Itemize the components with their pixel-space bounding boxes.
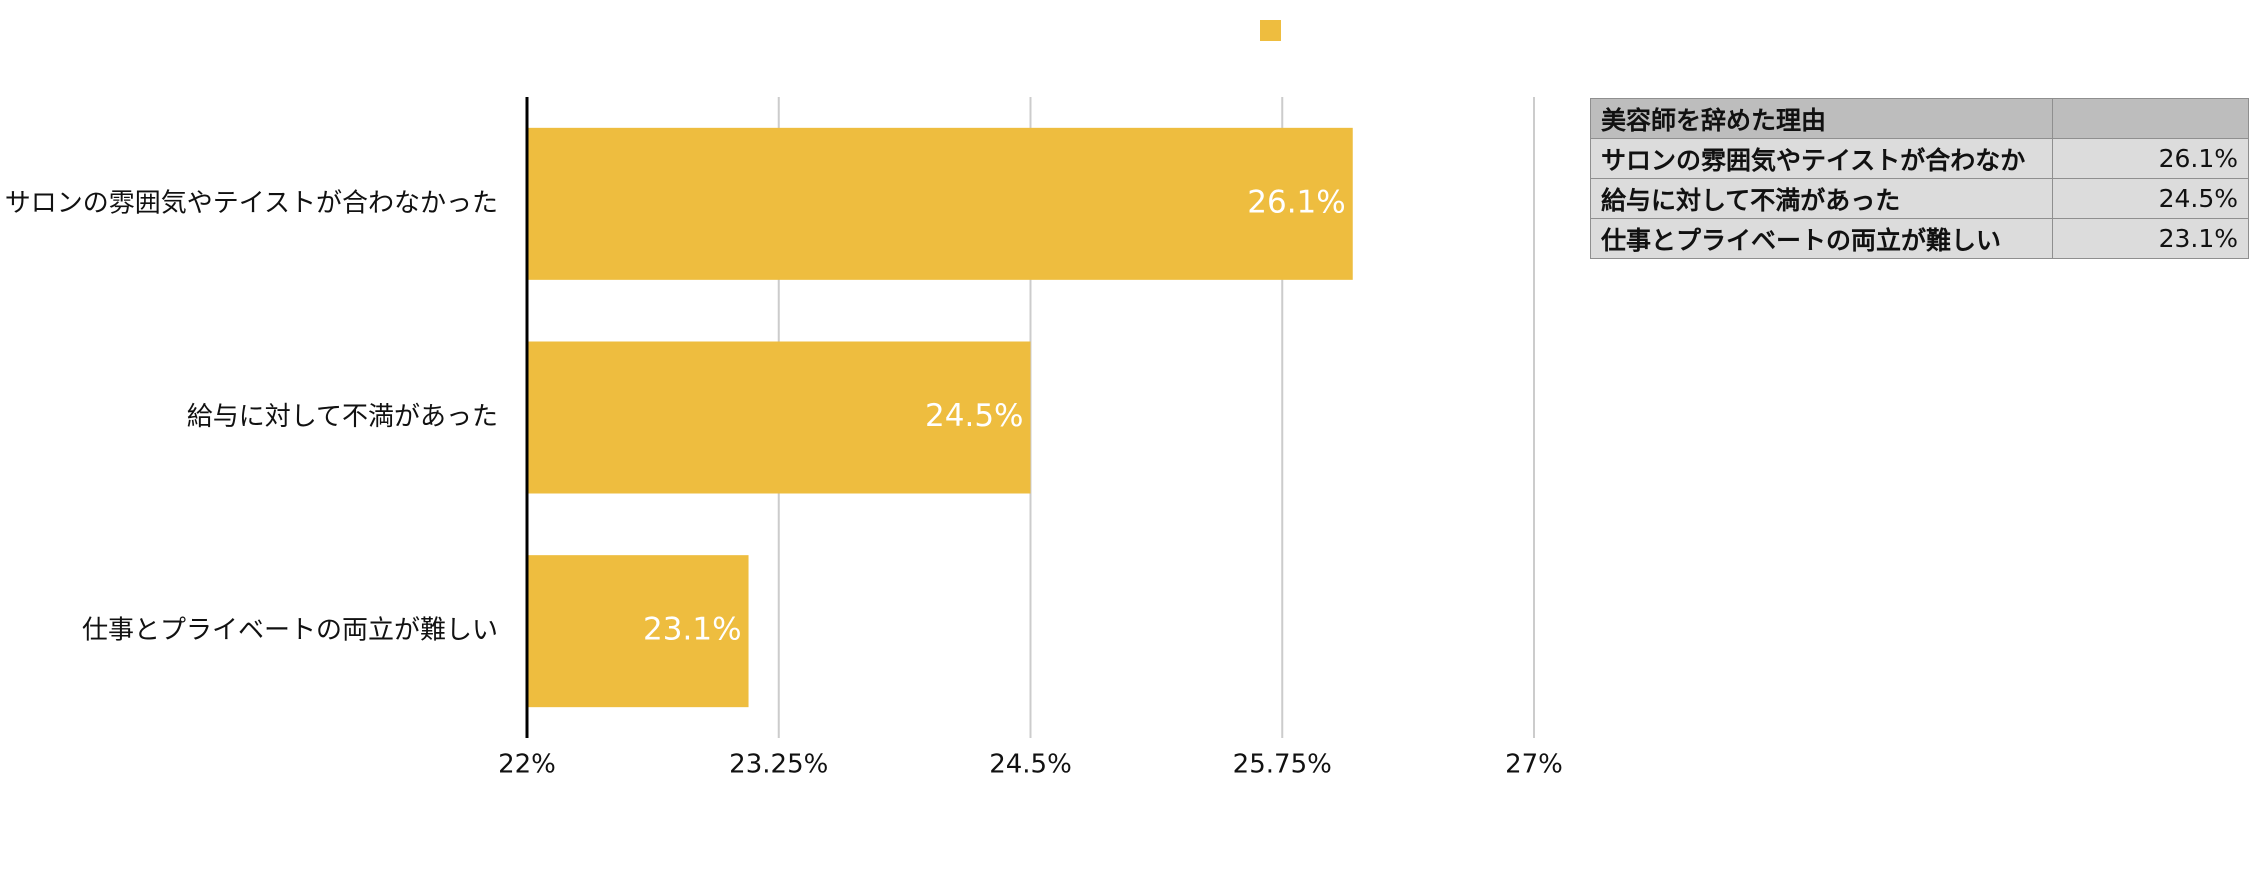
category-label: サロンの雰囲気やテイストが合わなかった — [5, 188, 498, 218]
bars — [527, 127, 1353, 708]
table-row: 仕事とプライベートの両立が難しい 23.1% — [1590, 218, 2249, 259]
x-tick-label: 24.5% — [989, 750, 1072, 780]
bar-chart: 26.1% 24.5% 23.1% サロンの雰囲気やテイストが合わなかった給与に対し… — [5, 20, 1563, 780]
table-cell-reason: サロンの雰囲気やテイストが合わなか — [1590, 138, 2053, 179]
table-header-title: 美容師を辞めた理由 — [1590, 98, 2053, 139]
table-header-value — [2052, 98, 2249, 139]
table-cell-value: 24.5% — [2052, 178, 2249, 219]
x-tick-labels: 22% 23.25% 24.5% 25.75% 27% — [498, 750, 1563, 780]
category-labels: サロンの雰囲気やテイストが合わなかった給与に対して不満があった仕事とプライベート… — [5, 188, 498, 645]
table-cell-value: 26.1% — [2052, 138, 2249, 179]
bar-value-label: 23.1% — [643, 612, 741, 648]
table-row: 給与に対して不満があった 24.5% — [1590, 178, 2249, 219]
bar — [527, 341, 1031, 494]
table-cell-value: 23.1% — [2052, 218, 2249, 259]
bar-value-label: 24.5% — [925, 398, 1023, 434]
data-table: 美容師を辞めた理由 サロンの雰囲気やテイストが合わなか 26.1% 給与に対して… — [1590, 98, 2249, 259]
table-cell-reason: 給与に対して不満があった — [1590, 178, 2053, 219]
legend-swatch — [1260, 20, 1281, 41]
x-tick-label: 27% — [1505, 750, 1563, 780]
bar-value-label: 26.1% — [1247, 184, 1345, 220]
table-cell-reason: 仕事とプライベートの両立が難しい — [1590, 218, 2053, 259]
category-label: 仕事とプライベートの両立が難しい — [82, 616, 498, 646]
x-tick-label: 22% — [498, 750, 556, 780]
category-label: 給与に対して不満があった — [187, 402, 498, 432]
bar — [527, 555, 749, 708]
table-header-row: 美容師を辞めた理由 — [1590, 98, 2249, 139]
table-row: サロンの雰囲気やテイストが合わなか 26.1% — [1590, 138, 2249, 179]
bar — [527, 127, 1353, 280]
x-tick-label: 23.25% — [729, 750, 828, 780]
x-tick-label: 25.75% — [1233, 750, 1332, 780]
data-labels: 26.1% 24.5% 23.1% — [643, 184, 1346, 647]
